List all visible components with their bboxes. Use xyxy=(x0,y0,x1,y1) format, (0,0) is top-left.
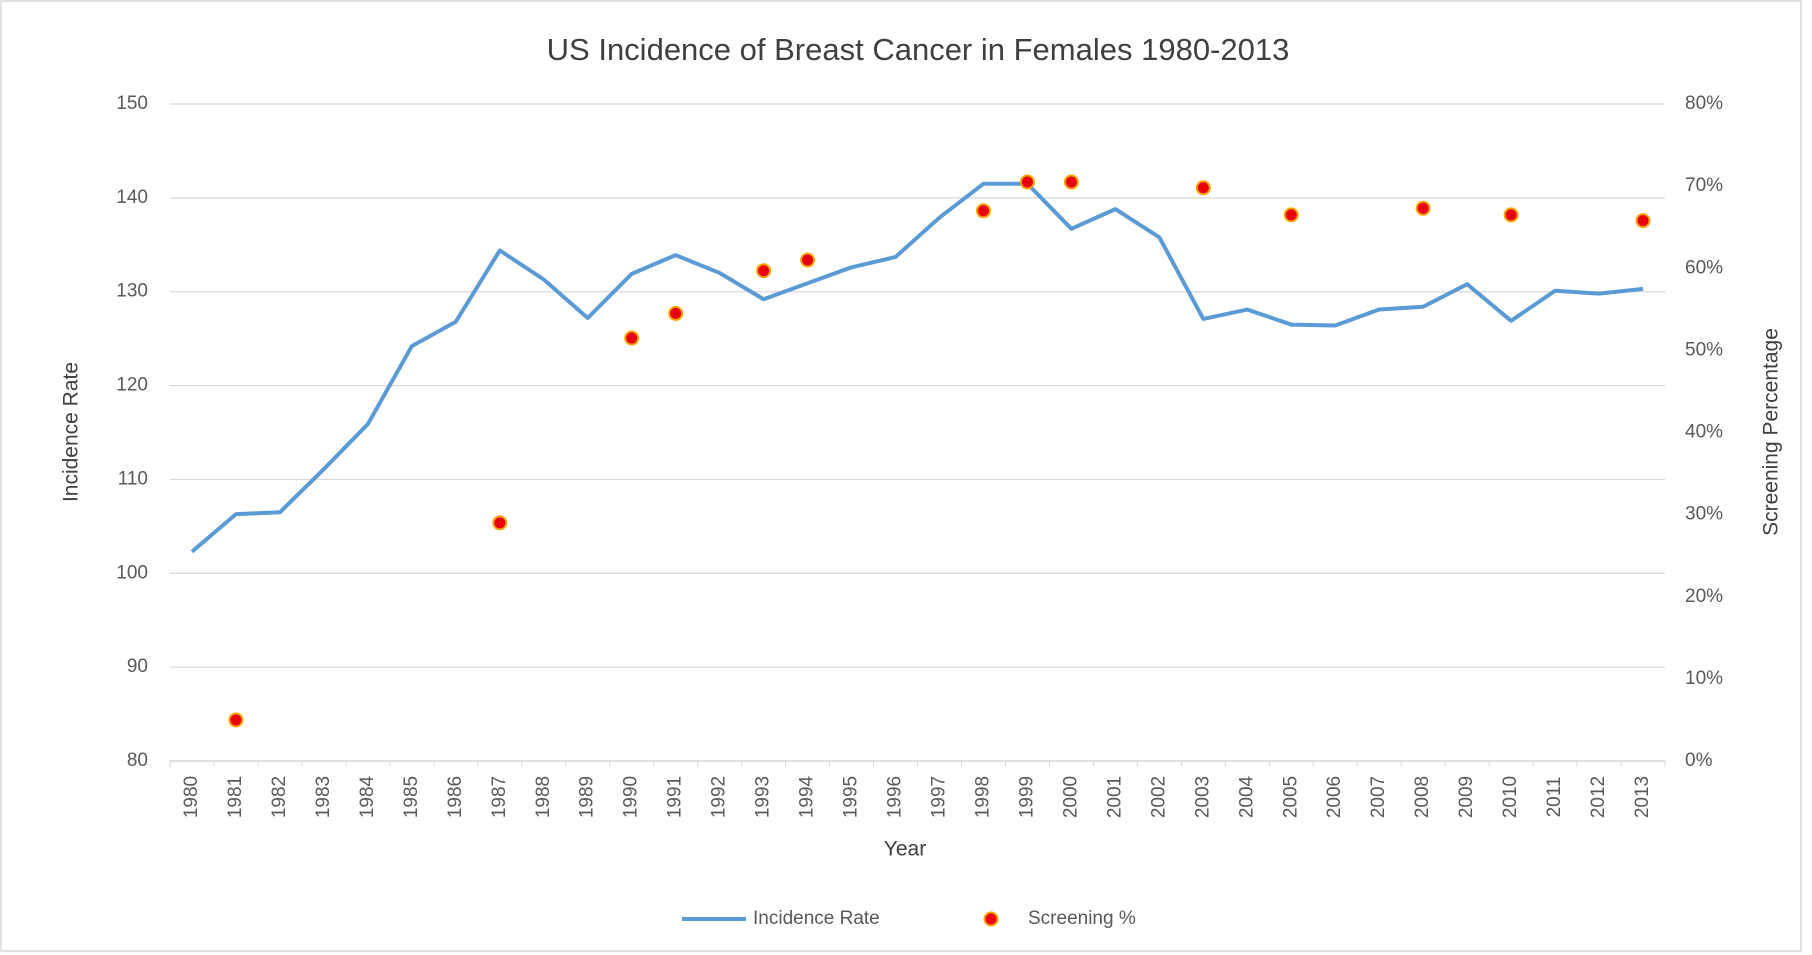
x-tick-label: 2001 xyxy=(1104,776,1125,818)
x-tick-label: 2005 xyxy=(1280,776,1301,818)
y2-tick-label: 70% xyxy=(1685,175,1723,196)
x-tick-label: 2007 xyxy=(1368,776,1389,818)
scatter-point xyxy=(1195,180,1211,196)
scatter-point xyxy=(668,305,684,321)
x-tick-label: 1995 xyxy=(841,776,862,818)
y-tick-label: 110 xyxy=(118,468,148,489)
x-tick-label: 2006 xyxy=(1324,776,1345,818)
x-tick-label: 2011 xyxy=(1544,777,1565,818)
y-tick-label: 120 xyxy=(116,375,148,396)
y-tick-label: 100 xyxy=(116,562,148,583)
line-series xyxy=(190,181,1644,554)
y2-tick-label: 30% xyxy=(1685,504,1723,525)
legend-label: Incidence Rate xyxy=(753,908,880,929)
y2-tick-label: 10% xyxy=(1685,668,1723,689)
scatter-point xyxy=(624,330,640,346)
legend-label: Screening % xyxy=(1028,908,1136,929)
scatter-point xyxy=(1283,207,1299,223)
x-tick-label: 1988 xyxy=(533,776,554,818)
chart-title: US Incidence of Breast Cancer in Females… xyxy=(547,32,1290,67)
x-tick-label: 2009 xyxy=(1456,776,1477,818)
y2-tick-label: 60% xyxy=(1685,257,1723,278)
scatter-point xyxy=(800,252,816,268)
x-tick-label: 1980 xyxy=(181,776,202,818)
y2-axis-title: Screening Percentage xyxy=(1760,328,1783,536)
scatter-point xyxy=(492,515,508,531)
y-tick-label: 90 xyxy=(127,656,148,677)
scatter-point xyxy=(975,203,991,219)
scatter-point xyxy=(756,263,772,279)
x-tick-label: 1985 xyxy=(401,776,422,818)
y-tick-label: 80 xyxy=(127,750,148,771)
x-tick-label: 1989 xyxy=(577,776,598,818)
x-tick-label: 2000 xyxy=(1060,776,1081,818)
x-tick-label: 2002 xyxy=(1148,776,1169,818)
scatter-point xyxy=(1019,174,1035,190)
x-tick-label: 2008 xyxy=(1412,776,1433,818)
x-tick-label: 1987 xyxy=(489,776,510,818)
scatter-point xyxy=(1063,174,1079,190)
y2-tick-label: 0% xyxy=(1685,750,1713,771)
x-tick-label: 1982 xyxy=(269,776,290,818)
y2-tick-label: 80% xyxy=(1685,93,1723,114)
y-tick-label: 140 xyxy=(116,187,148,208)
x-tick-label: 1990 xyxy=(621,776,642,818)
y-tick-label: 130 xyxy=(116,281,148,302)
x-tick-label: 1993 xyxy=(753,776,774,818)
y2-tick-label: 50% xyxy=(1685,339,1723,360)
x-tick-label: 1994 xyxy=(797,775,818,818)
scatter-point xyxy=(1415,200,1431,216)
x-tick-label: 1996 xyxy=(885,776,906,818)
y-tick-label: 150 xyxy=(116,93,148,114)
y2-tick-label: 40% xyxy=(1685,422,1723,443)
x-tick-label: 1986 xyxy=(445,776,466,818)
legend-marker xyxy=(983,911,999,927)
x-tick-label: 2010 xyxy=(1500,776,1521,818)
x-tick-label: 2013 xyxy=(1632,776,1653,818)
x-tick-label: 1992 xyxy=(709,776,730,818)
y2-tick-label: 20% xyxy=(1685,586,1723,607)
scatter-point xyxy=(1635,213,1651,229)
x-tick-label: 2004 xyxy=(1236,775,1257,818)
y-axis-title: Incidence Rate xyxy=(60,362,83,502)
scatter-point xyxy=(228,712,244,728)
x-tick-label: 2003 xyxy=(1192,776,1213,818)
x-tick-label: 1981 xyxy=(225,776,246,818)
x-axis-title: Year xyxy=(884,838,926,861)
x-tick-label: 1997 xyxy=(929,776,950,818)
x-tick-label: 1999 xyxy=(1016,776,1037,818)
x-tick-label: 2012 xyxy=(1588,776,1609,818)
scatter-point xyxy=(1503,207,1519,223)
x-tick-label: 1983 xyxy=(313,776,334,818)
x-tick-label: 1998 xyxy=(972,776,993,818)
x-tick-label: 1991 xyxy=(665,776,686,818)
x-tick-label: 1984 xyxy=(357,775,378,818)
